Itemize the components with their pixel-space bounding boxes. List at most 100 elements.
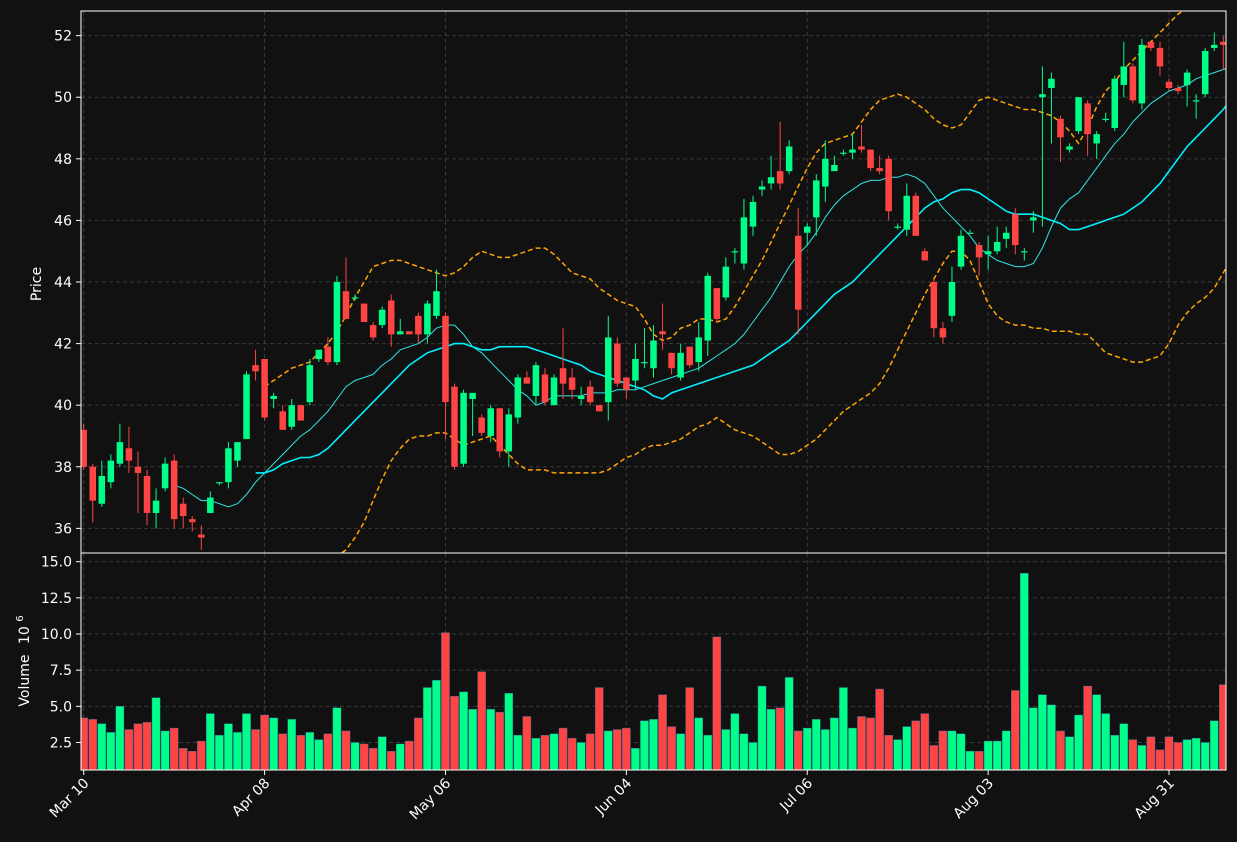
volume-bar <box>405 740 414 770</box>
candle-body <box>1093 134 1100 144</box>
candle <box>867 149 874 172</box>
candle-body <box>451 386 458 467</box>
candle <box>559 328 567 400</box>
candle-body <box>487 408 494 436</box>
volume-bar <box>884 735 893 770</box>
candle <box>1147 41 1155 52</box>
candle <box>840 149 847 156</box>
candle-body <box>523 377 531 384</box>
volume-bar <box>377 736 387 770</box>
candle-body <box>831 164 838 172</box>
volume-bar <box>875 688 884 770</box>
bollinger-lower-line <box>340 250 1226 553</box>
volume-bar <box>649 719 658 770</box>
moving-average-slow-line <box>255 104 1226 474</box>
price-axis-ticks: 36 38 40 42 44 46 48 50 52 <box>54 29 81 537</box>
candle <box>81 423 87 470</box>
candle <box>415 312 422 344</box>
candle-body <box>849 149 856 153</box>
candle <box>993 226 1001 255</box>
candle-body <box>469 392 476 400</box>
candle-body <box>261 358 268 418</box>
volume-bar <box>848 727 857 770</box>
candle-body <box>686 346 693 366</box>
volume-bar <box>187 750 197 770</box>
volume-bar <box>839 687 848 770</box>
volume-bar <box>1074 714 1083 770</box>
price-tick-label: 36 <box>54 521 72 537</box>
volume-bar <box>278 733 287 770</box>
candle <box>831 155 838 172</box>
candle <box>252 349 259 381</box>
volume-bar <box>956 733 966 770</box>
candle <box>885 155 892 221</box>
volume-bar <box>1101 713 1110 770</box>
candle-body <box>387 300 395 335</box>
volume-bar <box>169 727 179 770</box>
volume-bar <box>459 691 468 770</box>
candle <box>1039 66 1046 227</box>
candle <box>478 414 485 436</box>
candle-body <box>288 405 295 427</box>
candle <box>659 303 666 350</box>
price-tick-label: 38 <box>54 460 72 476</box>
candle-body <box>623 377 630 390</box>
volume-bar <box>341 730 351 770</box>
volume-bar <box>902 726 912 770</box>
volume-bar <box>1056 730 1065 770</box>
volume-bar <box>911 720 921 770</box>
candle <box>668 352 675 375</box>
volume-bar <box>450 696 459 770</box>
volume-bar <box>857 716 866 770</box>
volume-bar <box>414 717 423 770</box>
candle <box>858 124 865 153</box>
volume-bar <box>1155 749 1165 770</box>
candle <box>966 229 974 234</box>
volume-bar <box>1137 745 1147 770</box>
candle <box>225 442 232 489</box>
candle <box>1129 63 1137 104</box>
candle <box>1183 69 1191 107</box>
volume-bar <box>1001 730 1011 770</box>
candles <box>81 32 1226 550</box>
volume-bar <box>1092 694 1101 770</box>
candle-body <box>433 291 440 316</box>
volume-bars <box>81 573 1226 770</box>
volume-bar <box>251 729 260 770</box>
candle <box>397 318 404 335</box>
volume-bar <box>486 709 495 770</box>
candle <box>1138 38 1146 110</box>
candle-body <box>424 303 431 335</box>
candle <box>794 208 802 335</box>
candle <box>306 358 314 406</box>
candle-body <box>188 519 196 523</box>
candle <box>532 362 540 406</box>
candle-body <box>1066 146 1073 150</box>
candle-body <box>297 405 305 421</box>
volume-bar <box>712 636 722 770</box>
candle <box>876 155 883 175</box>
candle-body <box>360 303 368 323</box>
candle-body <box>1084 103 1091 135</box>
volume-bar <box>423 687 432 770</box>
candle <box>731 248 739 264</box>
candle <box>803 223 811 246</box>
volume-bar <box>739 733 749 770</box>
candle-body <box>1012 214 1019 246</box>
volume-bar <box>667 726 676 770</box>
volume-bar <box>106 732 116 770</box>
volume-bar <box>531 737 541 770</box>
candle-body <box>550 377 558 406</box>
candle <box>261 358 268 421</box>
volume-bar <box>1020 573 1029 770</box>
volume-bar <box>766 709 776 770</box>
candle <box>134 451 142 513</box>
candle <box>179 497 187 529</box>
candle-body <box>207 497 214 513</box>
candle <box>89 463 97 523</box>
candle <box>188 516 196 532</box>
volume-bar <box>332 707 342 770</box>
volume-bar <box>1200 742 1210 770</box>
candle-body <box>1039 94 1046 98</box>
candle-body <box>822 158 829 187</box>
